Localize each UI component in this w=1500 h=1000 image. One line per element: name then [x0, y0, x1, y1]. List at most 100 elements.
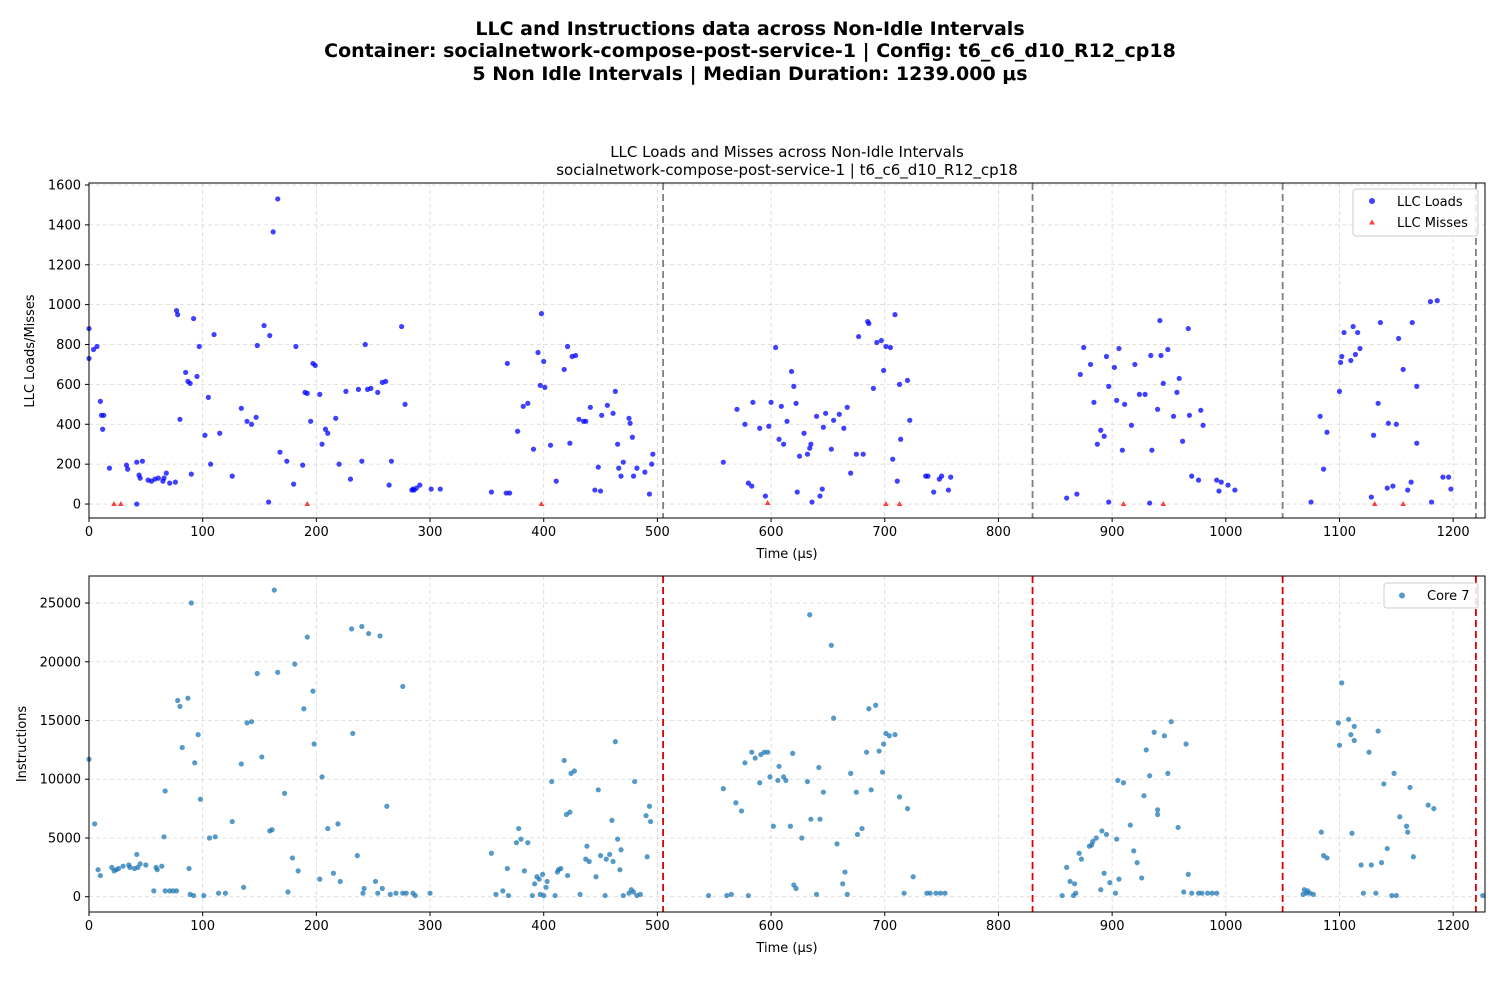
llc-loads-point: [100, 426, 106, 432]
llc-loads-point: [1160, 380, 1166, 387]
core-7-point: [1154, 811, 1161, 818]
core-7-point: [597, 853, 604, 859]
core-7-point: [831, 715, 837, 721]
llc-legend: LLC Loads LLC Misses: [1352, 188, 1479, 237]
llc-loads-point: [892, 312, 898, 318]
llc-loads-point: [646, 491, 653, 497]
llc-loads-point: [217, 430, 223, 436]
llc-loads-point: [1308, 499, 1314, 505]
llc-loads-point: [1409, 319, 1415, 326]
llc-y-tick-label: 800: [56, 338, 81, 353]
llc-x-tick-label: 100: [190, 525, 215, 540]
core-7-point: [813, 891, 820, 897]
core-7-point: [876, 748, 882, 754]
llc-loads-point: [94, 343, 100, 350]
llc-loads-point: [312, 362, 318, 369]
core-7-point: [259, 754, 265, 760]
core-7-point: [1073, 890, 1079, 896]
llc-loads-point: [612, 388, 618, 394]
core-7-point: [335, 821, 341, 827]
llc-interval-boundaries: [662, 183, 1477, 518]
instructions-x-tick-label: 500: [645, 919, 670, 934]
core-7-point: [143, 862, 149, 868]
llc-loads-point: [417, 482, 423, 488]
core-7-point: [384, 803, 390, 809]
llc-loads-point: [766, 423, 772, 429]
llc-loads-point: [773, 344, 779, 351]
instructions-subplot: Time (μs) Instructions 0 100 200 300 400 500 6…: [15, 575, 1486, 956]
llc-loads-point: [1157, 317, 1163, 324]
core-7-point: [630, 889, 637, 895]
core-7-point: [179, 744, 185, 751]
core-7-point: [859, 825, 865, 832]
llc-x-tick-label: 300: [418, 525, 443, 540]
llc-loads-point: [1200, 422, 1206, 428]
llc-loads-point: [1101, 433, 1107, 439]
llc-loads-point: [1414, 383, 1420, 389]
core-7-point: [195, 732, 201, 738]
core-7-point: [1141, 793, 1147, 799]
core-7-point: [1127, 822, 1133, 828]
core-7-point: [285, 889, 291, 895]
core-7-point: [1368, 862, 1374, 868]
llc-loads-point: [1434, 298, 1440, 304]
llc-loads-point: [796, 453, 803, 459]
llc-loads-point: [1147, 500, 1153, 506]
core-7-point: [742, 760, 748, 766]
llc-loads-point: [860, 451, 866, 457]
core-7-point: [1358, 862, 1364, 868]
llc-ticks: 0 100 200 300 400 500 600 700 800 900 1000 1100 1200…: [48, 178, 1470, 540]
llc-loads-point: [836, 411, 842, 417]
llc-loads-point: [347, 476, 354, 482]
core-7-point: [529, 892, 535, 899]
llc-loads-point: [266, 499, 272, 505]
llc-loads-point: [831, 417, 837, 423]
core-7-point: [185, 695, 191, 701]
llc-loads-point: [794, 489, 800, 495]
llc-loads-point: [428, 486, 434, 492]
core-7-point: [1161, 733, 1168, 739]
llc-loads-point: [1189, 473, 1195, 479]
core-7-point: [1324, 855, 1330, 861]
llc-loads-point: [139, 458, 146, 464]
llc-loads-point: [161, 475, 167, 481]
llc-loads-point: [778, 403, 784, 409]
llc-loads-point: [368, 385, 374, 391]
core-7-point: [513, 840, 520, 846]
core-7-point: [1116, 876, 1122, 882]
core-7-point: [177, 703, 183, 710]
core-7-point: [161, 834, 167, 840]
core-7-point: [816, 764, 822, 771]
core-7-point: [319, 774, 325, 780]
figure-title: LLC and Instructions data across Non-Idl…: [324, 18, 1176, 85]
core-7-point: [770, 823, 776, 829]
core-7-point: [1378, 860, 1385, 866]
llc-loads-point: [317, 391, 323, 397]
llc-x-axis-label: Time (μs): [755, 547, 817, 562]
llc-loads-point: [610, 410, 616, 416]
core-7-point: [92, 821, 98, 827]
llc-subplot-title-line-2: socialnetwork-compose-post-service-1 | t…: [556, 161, 1018, 180]
llc-loads-point: [1174, 389, 1180, 395]
llc-loads-point: [828, 446, 834, 452]
core-7-point: [866, 706, 872, 712]
core-7-point: [620, 892, 626, 899]
llc-y-tick-label: 400: [56, 418, 81, 433]
llc-loads-point: [402, 401, 408, 407]
core-7-point: [366, 630, 372, 637]
llc-loads-point: [1408, 479, 1414, 485]
core-7-point: [377, 633, 383, 639]
llc-loads-point: [1154, 406, 1161, 412]
llc-loads-point: [304, 390, 310, 396]
instructions-y-tick-label: 10000: [40, 773, 81, 788]
core-7-point: [154, 867, 160, 873]
core-7-point: [584, 843, 590, 849]
llc-y-axis-label: LLC Loads/Misses: [23, 294, 38, 407]
instructions-y-axis-label: Instructions: [15, 706, 30, 783]
llc-loads-point: [1385, 420, 1391, 426]
llc-loads-point: [291, 481, 297, 487]
core-7-point: [350, 730, 356, 737]
llc-loads-point: [1324, 429, 1330, 435]
llc-loads-point: [904, 377, 911, 384]
